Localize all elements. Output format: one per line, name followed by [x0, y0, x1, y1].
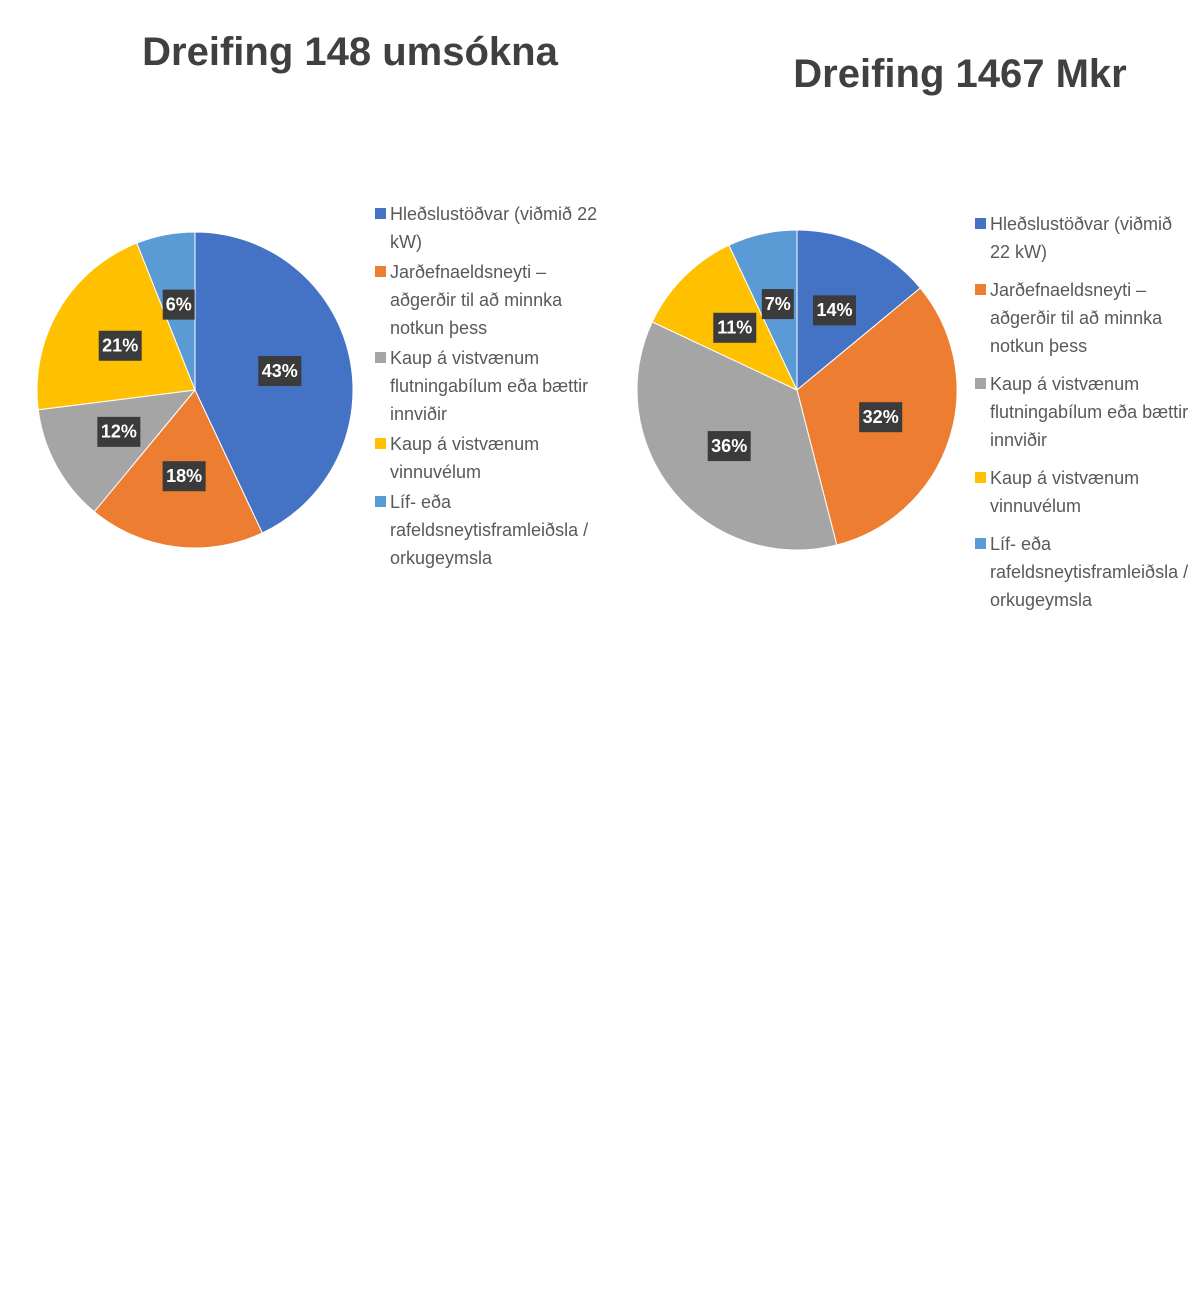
data-label: 21% — [102, 336, 138, 356]
data-label-box — [97, 416, 141, 447]
pie: 43% 18% 12% 21% 6% — [36, 231, 354, 549]
data-label-box — [707, 431, 751, 462]
data-label: 32% — [863, 407, 899, 427]
data-label-box — [812, 295, 856, 326]
pie-slice — [37, 389, 197, 513]
pie: 14% 32% 36% 11% 7% — [636, 229, 958, 551]
legend-swatch — [975, 284, 986, 295]
legend-item: Hleðslustöðvar (viðmið 22 kW) — [975, 210, 1197, 266]
data-label-box — [98, 330, 142, 361]
legend-swatch — [375, 352, 386, 363]
legend-item: Líf- eða rafeldsneytisframleiðsla / orku… — [375, 488, 601, 572]
legend-label: Jarðefnaeldsneyti – aðgerðir til að minn… — [990, 280, 1163, 356]
chart-title: Dreifing 1467 Mkr — [793, 52, 1127, 96]
data-label-box — [761, 289, 794, 320]
legend-swatch — [975, 472, 986, 483]
data-label-box — [859, 402, 903, 433]
legend-label: Líf- eða rafeldsneytisframleiðsla / orku… — [390, 492, 589, 568]
data-label-box — [162, 461, 206, 492]
data-label: 36% — [711, 436, 747, 456]
data-label-box — [713, 312, 757, 343]
legend-label: Kaup á vistvænum flutningabílum eða bætt… — [390, 348, 589, 424]
legend-label: Hleðslustöðvar (viðmið 22 kW) — [390, 204, 598, 252]
pie-slice — [36, 242, 196, 411]
legend-swatch — [375, 208, 386, 219]
legend-swatch — [375, 438, 386, 449]
chart-panel — [0, 658, 578, 1306]
legend-label: Líf- eða rafeldsneytisframleiðsla / orku… — [990, 534, 1189, 610]
legend-item: Jarðefnaeldsneyti – aðgerðir til að minn… — [975, 276, 1197, 360]
data-label: 12% — [101, 422, 137, 442]
data-label: 7% — [765, 294, 791, 314]
pie-slice — [796, 229, 921, 392]
legend-swatch — [375, 266, 386, 277]
legend-label: Jarðefnaeldsneyti – aðgerðir til að minn… — [390, 262, 563, 338]
data-label-box — [162, 289, 195, 320]
data-label: 18% — [166, 466, 202, 486]
legend-label: Kaup á vistvænum vinnuvélum — [390, 434, 540, 482]
data-label: 43% — [262, 361, 298, 381]
legend-item: Líf- eða rafeldsneytisframleiðsla / orku… — [975, 530, 1197, 614]
data-label: 6% — [166, 294, 192, 314]
data-label: 14% — [816, 300, 852, 320]
legend-item: Hleðslustöðvar (viðmið 22 kW) — [375, 200, 601, 256]
legend-item: Kaup á vistvænum flutningabílum eða bætt… — [975, 370, 1197, 454]
legend-item: Kaup á vistvænum vinnuvélum — [375, 430, 601, 486]
legend-swatch — [975, 218, 986, 229]
chart-title: Dreifing 148 umsókna — [142, 30, 558, 74]
legend-swatch — [375, 496, 386, 507]
data-label-box — [258, 356, 302, 387]
legend-item: Kaup á vistvænum vinnuvélum — [975, 464, 1197, 520]
legend: Hleðslustöðvar (viðmið 22 kW) Jarðefnaeld… — [975, 210, 1197, 614]
legend: Hleðslustöðvar (viðmið 22 kW) Jarðefnaeld… — [375, 200, 601, 572]
data-label: 11% — [717, 318, 752, 338]
legend-swatch — [975, 538, 986, 549]
legend-label: Hleðslustöðvar (viðmið 22 kW) — [990, 214, 1173, 262]
legend-label: Kaup á vistvænum vinnuvélum — [990, 468, 1140, 516]
legend-item: Kaup á vistvænum flutningabílum eða bætt… — [375, 344, 601, 428]
page: Dreifing 148 umsókna 43% 18% 12% 21% 6% Hleðsl… — [37, 30, 1189, 610]
legend-label: Kaup á vistvænum flutningabílum eða bætt… — [990, 374, 1189, 450]
legend-item: Jarðefnaeldsneyti – aðgerðir til að minn… — [375, 258, 601, 342]
legend-swatch — [975, 378, 986, 389]
